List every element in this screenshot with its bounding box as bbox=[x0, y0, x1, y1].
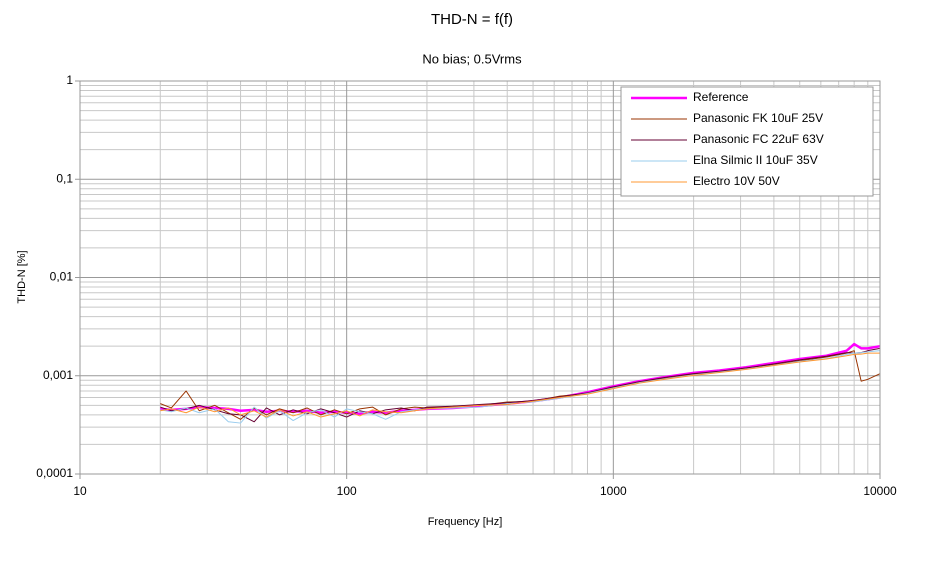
legend-box bbox=[620, 86, 874, 197]
y-tick-label: 0,001 bbox=[43, 368, 73, 382]
y-tick-label: 1 bbox=[66, 73, 73, 87]
series-line bbox=[160, 352, 880, 418]
x-axis-label: Frequency [Hz] bbox=[428, 516, 503, 528]
x-tick-label: 10000 bbox=[863, 484, 897, 498]
legend-label: Elna Silmic II 10uF 35V bbox=[693, 153, 818, 167]
y-axis-label: THD-N [%] bbox=[16, 250, 28, 303]
legend-label: Panasonic FK 10uF 25V bbox=[693, 111, 823, 125]
y-tick-label: 0,0001 bbox=[36, 466, 73, 480]
x-tick-label: 10 bbox=[73, 484, 87, 498]
legend-label: Panasonic FC 22uF 63V bbox=[693, 132, 824, 146]
x-tick-label: 1000 bbox=[600, 484, 627, 498]
y-tick-label: 0,01 bbox=[50, 270, 74, 284]
x-tick-label: 100 bbox=[337, 484, 357, 498]
chart-subtitle: No bias; 0.5Vrms bbox=[422, 51, 522, 66]
y-tick-label: 0,1 bbox=[56, 171, 73, 185]
plot-border bbox=[79, 80, 881, 475]
legend-label: Electro 10V 50V bbox=[693, 174, 780, 188]
legend-label: Reference bbox=[693, 90, 749, 104]
chart-title: THD-N = f(f) bbox=[431, 11, 513, 28]
series-line bbox=[160, 347, 881, 423]
legend: Reference Panasonic FK 10uF 25V Panasonic … bbox=[620, 86, 874, 197]
